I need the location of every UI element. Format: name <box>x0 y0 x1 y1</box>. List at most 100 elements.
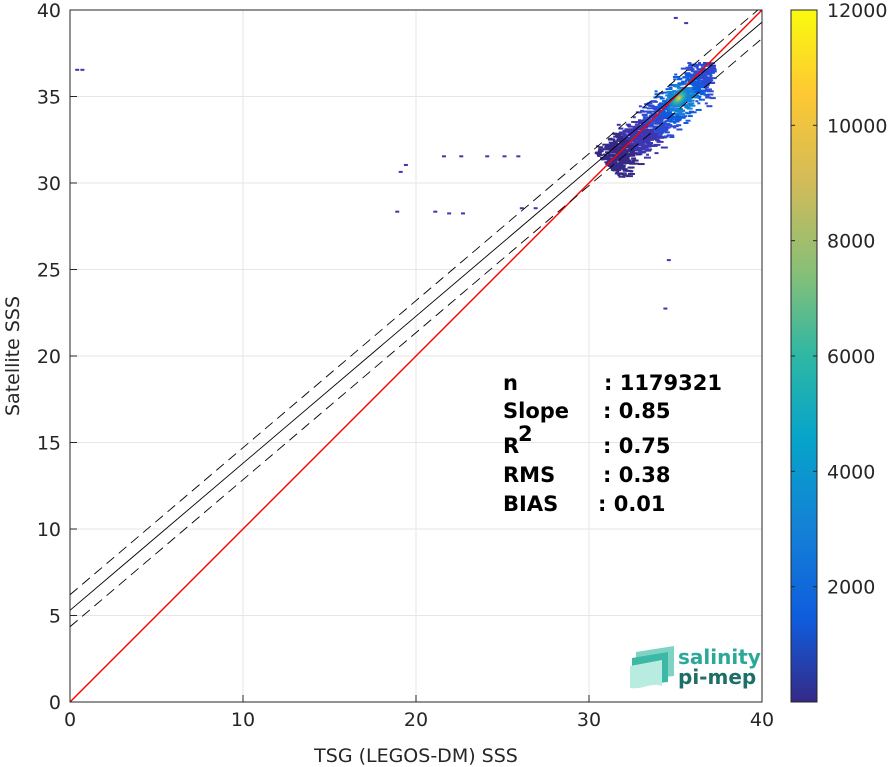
density-cell <box>617 174 621 177</box>
logo-line2: pi-mep <box>678 665 756 689</box>
density-cell <box>631 152 638 155</box>
density-cell <box>616 162 622 165</box>
density-cell <box>664 125 669 128</box>
x-axis-label: TSG (LEGOS-DM) SSS <box>313 745 518 767</box>
density-cell <box>618 148 624 151</box>
density-cell <box>631 157 637 160</box>
outlier-point <box>459 155 464 158</box>
density-cell <box>622 175 626 178</box>
density-cell <box>613 135 621 138</box>
density-cell <box>610 154 617 157</box>
outlier-point <box>485 155 490 158</box>
density-cell <box>694 90 700 93</box>
density-cell <box>672 75 680 78</box>
density-cell <box>618 152 626 155</box>
density-cell <box>673 78 677 81</box>
density-cell <box>628 147 633 150</box>
outlier-point <box>403 163 408 166</box>
density-cell <box>688 96 692 99</box>
density-cell <box>705 69 712 72</box>
density-cell <box>665 94 672 97</box>
density-cell <box>671 118 675 121</box>
density-cell <box>653 127 660 130</box>
density-cell <box>645 134 649 137</box>
density-cell <box>707 62 715 65</box>
density-cell <box>597 150 604 153</box>
density-cell <box>700 63 704 66</box>
density-cell <box>641 124 648 127</box>
density-cell <box>706 72 711 75</box>
stat-bias-value: : 0.01 <box>598 492 666 516</box>
y-tick-label-40: 40 <box>37 0 61 22</box>
density-cell <box>643 122 647 125</box>
density-cell <box>598 146 604 149</box>
density-cell <box>651 115 655 118</box>
y-axis-label: Satellite SSS <box>2 296 24 416</box>
density-cell <box>658 129 666 132</box>
density-cell <box>598 151 602 154</box>
y-tick-label-5: 5 <box>49 606 61 628</box>
density-cell <box>684 105 690 108</box>
density-cell <box>669 125 674 128</box>
density-cell <box>627 153 634 156</box>
density-cell <box>696 63 702 66</box>
density-cell <box>611 166 617 169</box>
density-cell <box>686 112 692 115</box>
density-cell <box>666 111 672 114</box>
stat-bias-label: BIAS <box>503 492 558 516</box>
density-cell <box>685 66 692 69</box>
density-cell <box>665 114 673 117</box>
density-cell <box>644 110 651 113</box>
density-cell <box>641 129 647 132</box>
x-tick-label-40: 40 <box>750 709 774 731</box>
density-cell <box>697 102 701 105</box>
density-cell <box>613 147 617 150</box>
salinity-pi-mep-logo: salinity pi-mep <box>630 645 761 689</box>
density-cell <box>642 116 647 119</box>
density-cell <box>638 105 642 108</box>
outlier-points <box>75 16 689 310</box>
density-cell <box>662 108 670 111</box>
x-tick-label-20: 20 <box>404 709 428 731</box>
density-cell <box>652 100 658 103</box>
density-cell <box>696 76 703 79</box>
density-cell <box>660 146 668 149</box>
cb-tick-label-12000: 12000 <box>827 0 887 22</box>
density-cell <box>668 113 674 116</box>
density-cell <box>615 148 619 151</box>
density-cell <box>632 138 640 141</box>
density-cell <box>689 73 696 76</box>
density-cell <box>698 91 705 94</box>
density-cell <box>674 120 680 123</box>
density-cell <box>646 144 654 147</box>
density-cell <box>658 92 664 95</box>
density-cell <box>656 95 661 98</box>
density-cell <box>620 142 625 145</box>
density-cell <box>637 163 645 166</box>
density-cell <box>633 130 639 133</box>
density-cell <box>596 154 603 157</box>
density-cell <box>695 66 699 69</box>
density-cell <box>671 134 675 137</box>
y-axis-ticks: 0 5 10 15 20 25 30 35 40 <box>37 0 77 714</box>
density-cell <box>604 161 609 164</box>
density-cell <box>696 68 702 71</box>
density-cell <box>688 110 694 113</box>
density-cell <box>700 68 708 71</box>
density-cell <box>622 174 630 177</box>
density-cell <box>652 126 657 129</box>
density-cell <box>627 159 631 162</box>
stat-rms-label: RMS <box>503 463 555 487</box>
density-cell <box>616 138 622 141</box>
outlier-point <box>441 155 446 158</box>
density-cell <box>624 137 629 140</box>
density-cell <box>595 152 602 155</box>
density-cell <box>647 102 653 105</box>
x-tick-label-30: 30 <box>577 709 601 731</box>
density-cell <box>681 81 685 84</box>
density-cell <box>615 155 621 158</box>
density-cell <box>669 135 675 138</box>
density-cell <box>642 106 648 109</box>
density-cell <box>619 167 625 170</box>
density-cell <box>604 146 610 149</box>
